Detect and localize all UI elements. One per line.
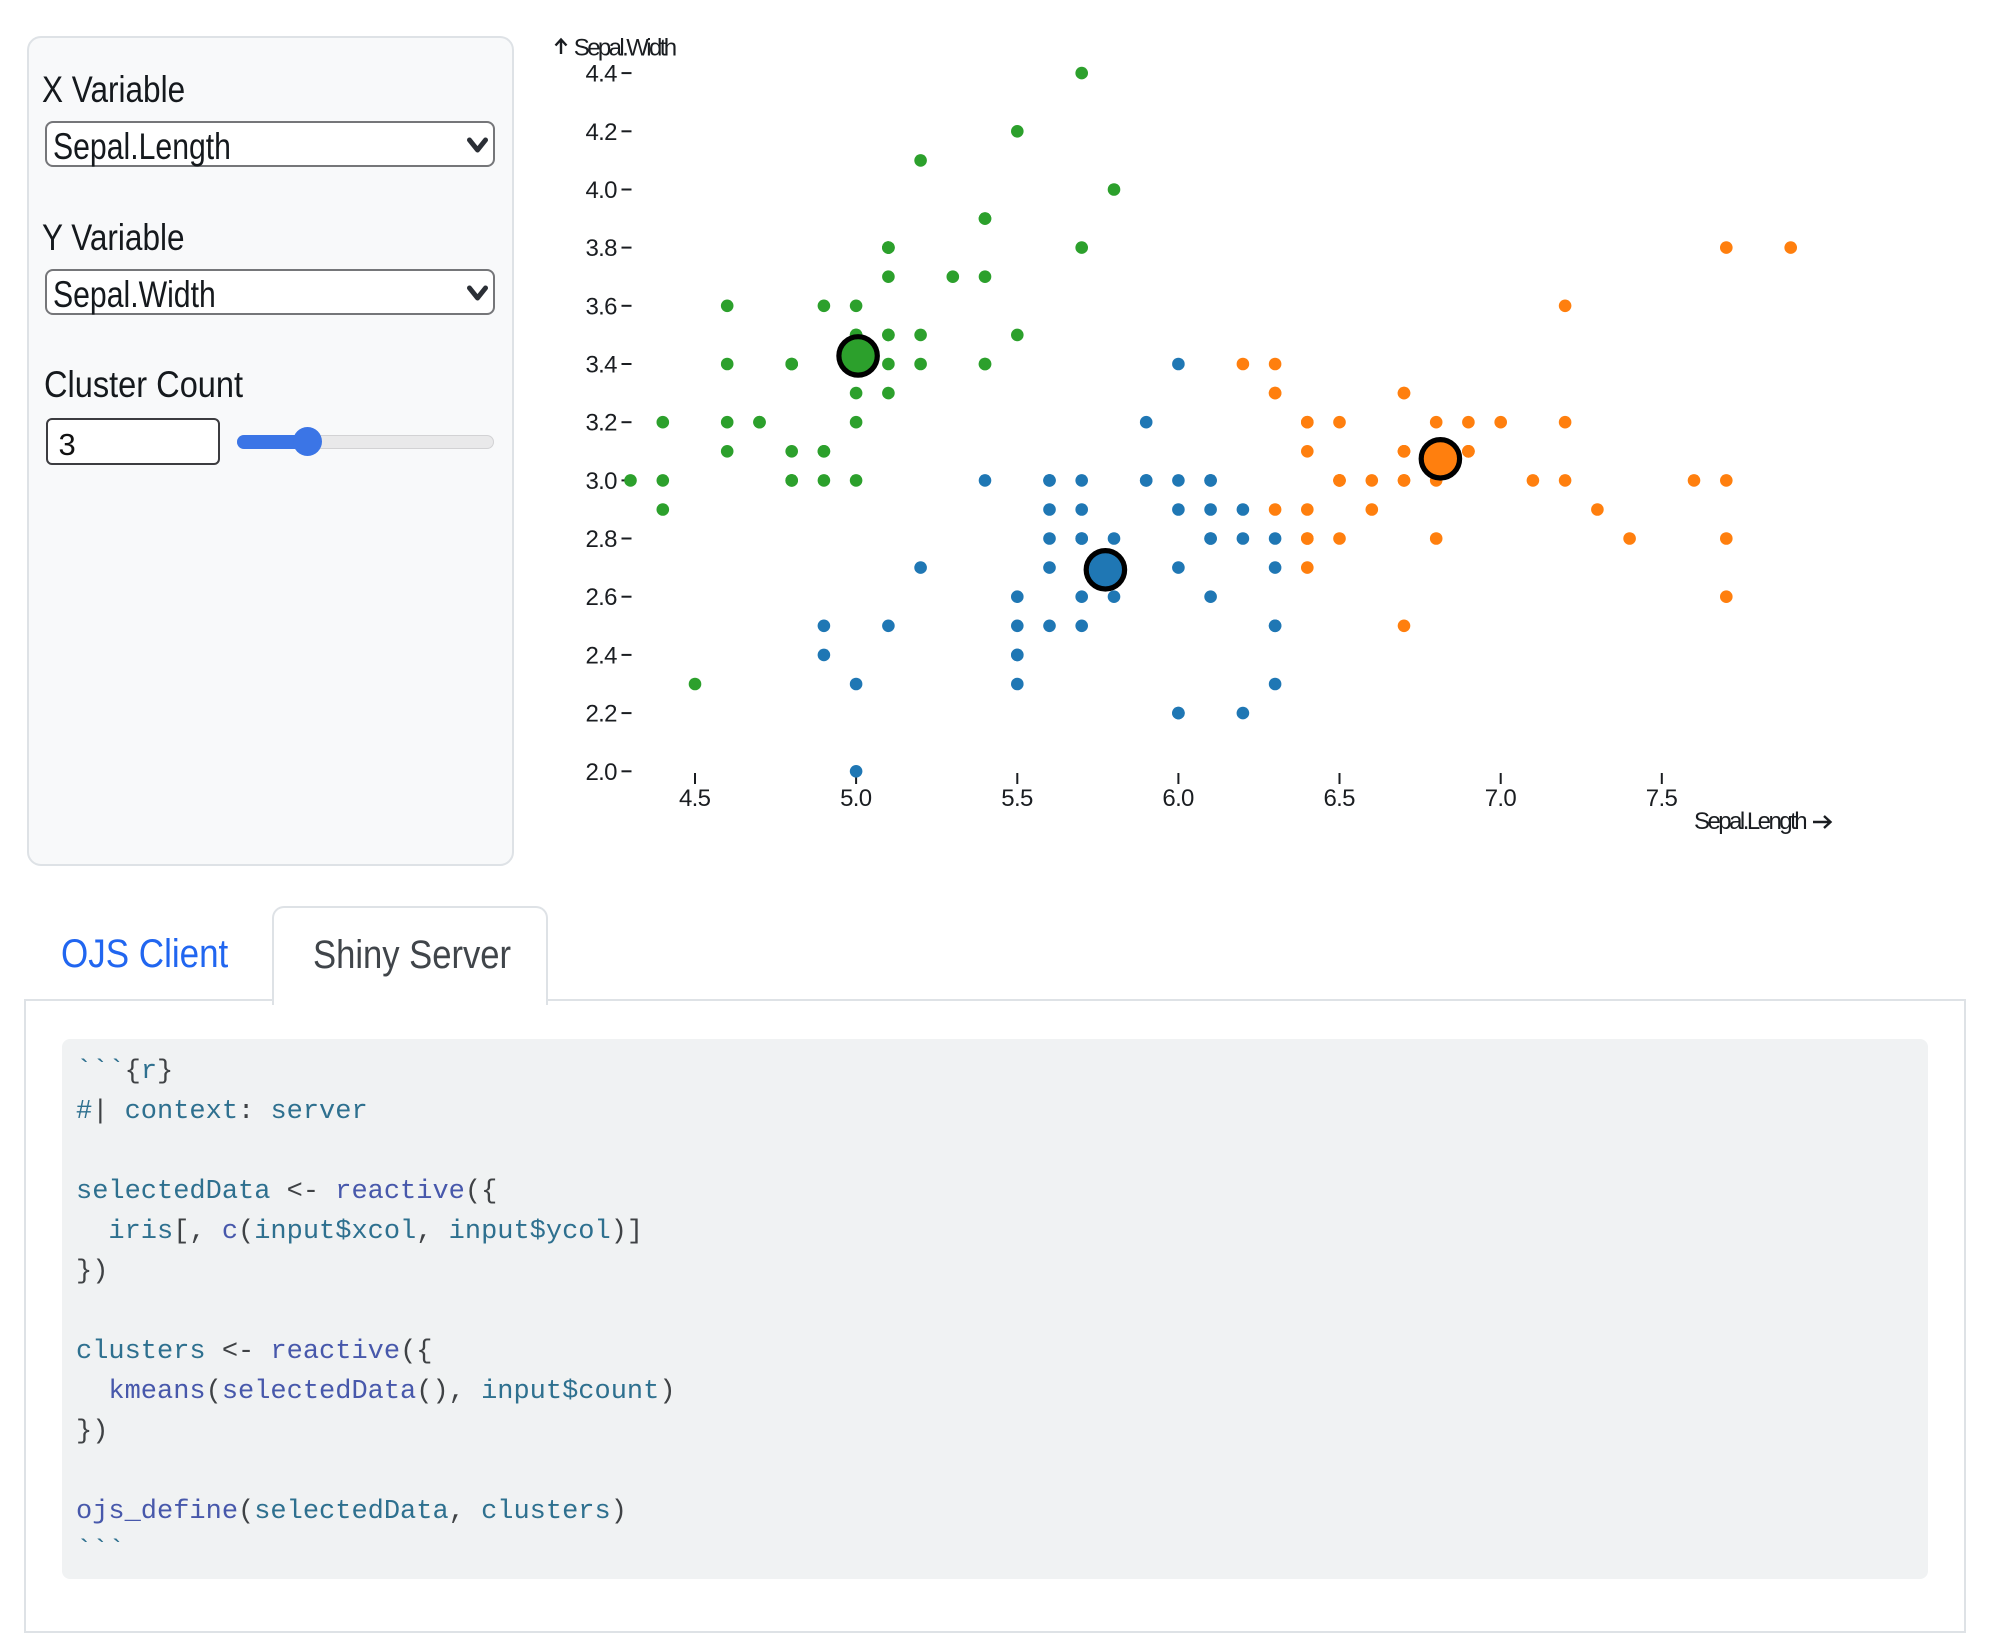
svg-text:6.0: 6.0	[1162, 785, 1194, 812]
svg-text:3.0: 3.0	[586, 468, 618, 495]
svg-text:5.0: 5.0	[840, 785, 872, 812]
svg-text:2.6: 2.6	[586, 584, 618, 611]
svg-text:Sepal.Length: Sepal.Length	[1694, 808, 1808, 835]
svg-text:2.0: 2.0	[586, 759, 618, 786]
svg-text:Sepal.Width: Sepal.Width	[574, 35, 677, 62]
svg-text:2.4: 2.4	[586, 642, 618, 669]
svg-text:3.6: 3.6	[586, 293, 618, 320]
svg-text:3.8: 3.8	[586, 235, 618, 262]
svg-text:4.2: 4.2	[586, 119, 618, 146]
svg-text:3.2: 3.2	[586, 410, 618, 437]
svg-text:7.5: 7.5	[1646, 785, 1678, 812]
svg-text:2.8: 2.8	[586, 526, 618, 553]
svg-text:3.4: 3.4	[586, 352, 618, 379]
svg-text:7.0: 7.0	[1485, 785, 1517, 812]
svg-text:6.5: 6.5	[1324, 785, 1356, 812]
svg-text:4.4: 4.4	[586, 61, 618, 88]
svg-text:2.2: 2.2	[586, 701, 618, 728]
svg-text:4.5: 4.5	[679, 785, 711, 812]
svg-text:4.0: 4.0	[586, 177, 618, 204]
svg-text:5.5: 5.5	[1001, 785, 1033, 812]
